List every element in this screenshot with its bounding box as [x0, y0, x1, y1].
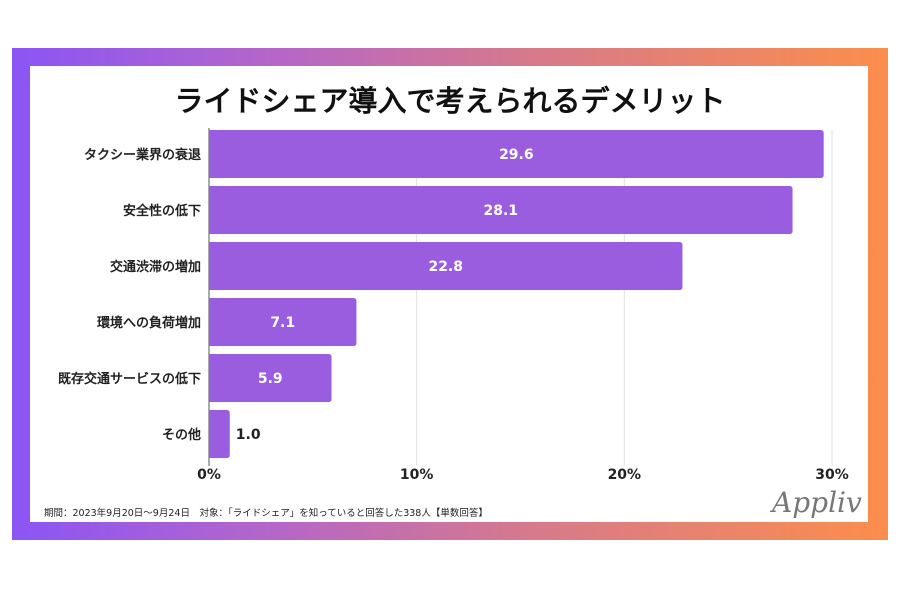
bar — [209, 298, 357, 346]
footnote: 期間：2023年9月20日～9月24日 対象：「ライドシェア」を知っていると回答… — [44, 508, 488, 519]
category-label: 既存交通サービスの低下 — [58, 371, 201, 387]
chart-title: ライドシェア導入で考えられるデメリット — [174, 84, 726, 118]
appliv-logo: Appliv — [772, 486, 862, 519]
value-label: 1.0 — [236, 427, 261, 443]
category-label: 交通渋滞の増加 — [110, 259, 201, 275]
value-label: 7.1 — [270, 315, 295, 331]
bar — [209, 410, 230, 458]
bar — [209, 186, 793, 234]
value-label: 29.6 — [499, 147, 534, 163]
bar — [209, 354, 332, 402]
x-tick-label: 0% — [197, 467, 221, 483]
category-label: 環境への負荷増加 — [97, 315, 201, 331]
category-label: 安全性の低下 — [123, 203, 201, 219]
value-label: 28.1 — [483, 203, 518, 219]
bar — [209, 242, 683, 290]
x-tick-label: 10% — [400, 467, 434, 483]
x-tick-label: 20% — [608, 467, 642, 483]
value-label: 5.9 — [258, 371, 283, 387]
x-tick-label: 30% — [815, 467, 849, 483]
category-label: その他 — [162, 427, 201, 443]
category-label: タクシー業界の衰退 — [84, 147, 201, 163]
value-label: 22.8 — [428, 259, 463, 275]
bar — [209, 130, 824, 178]
